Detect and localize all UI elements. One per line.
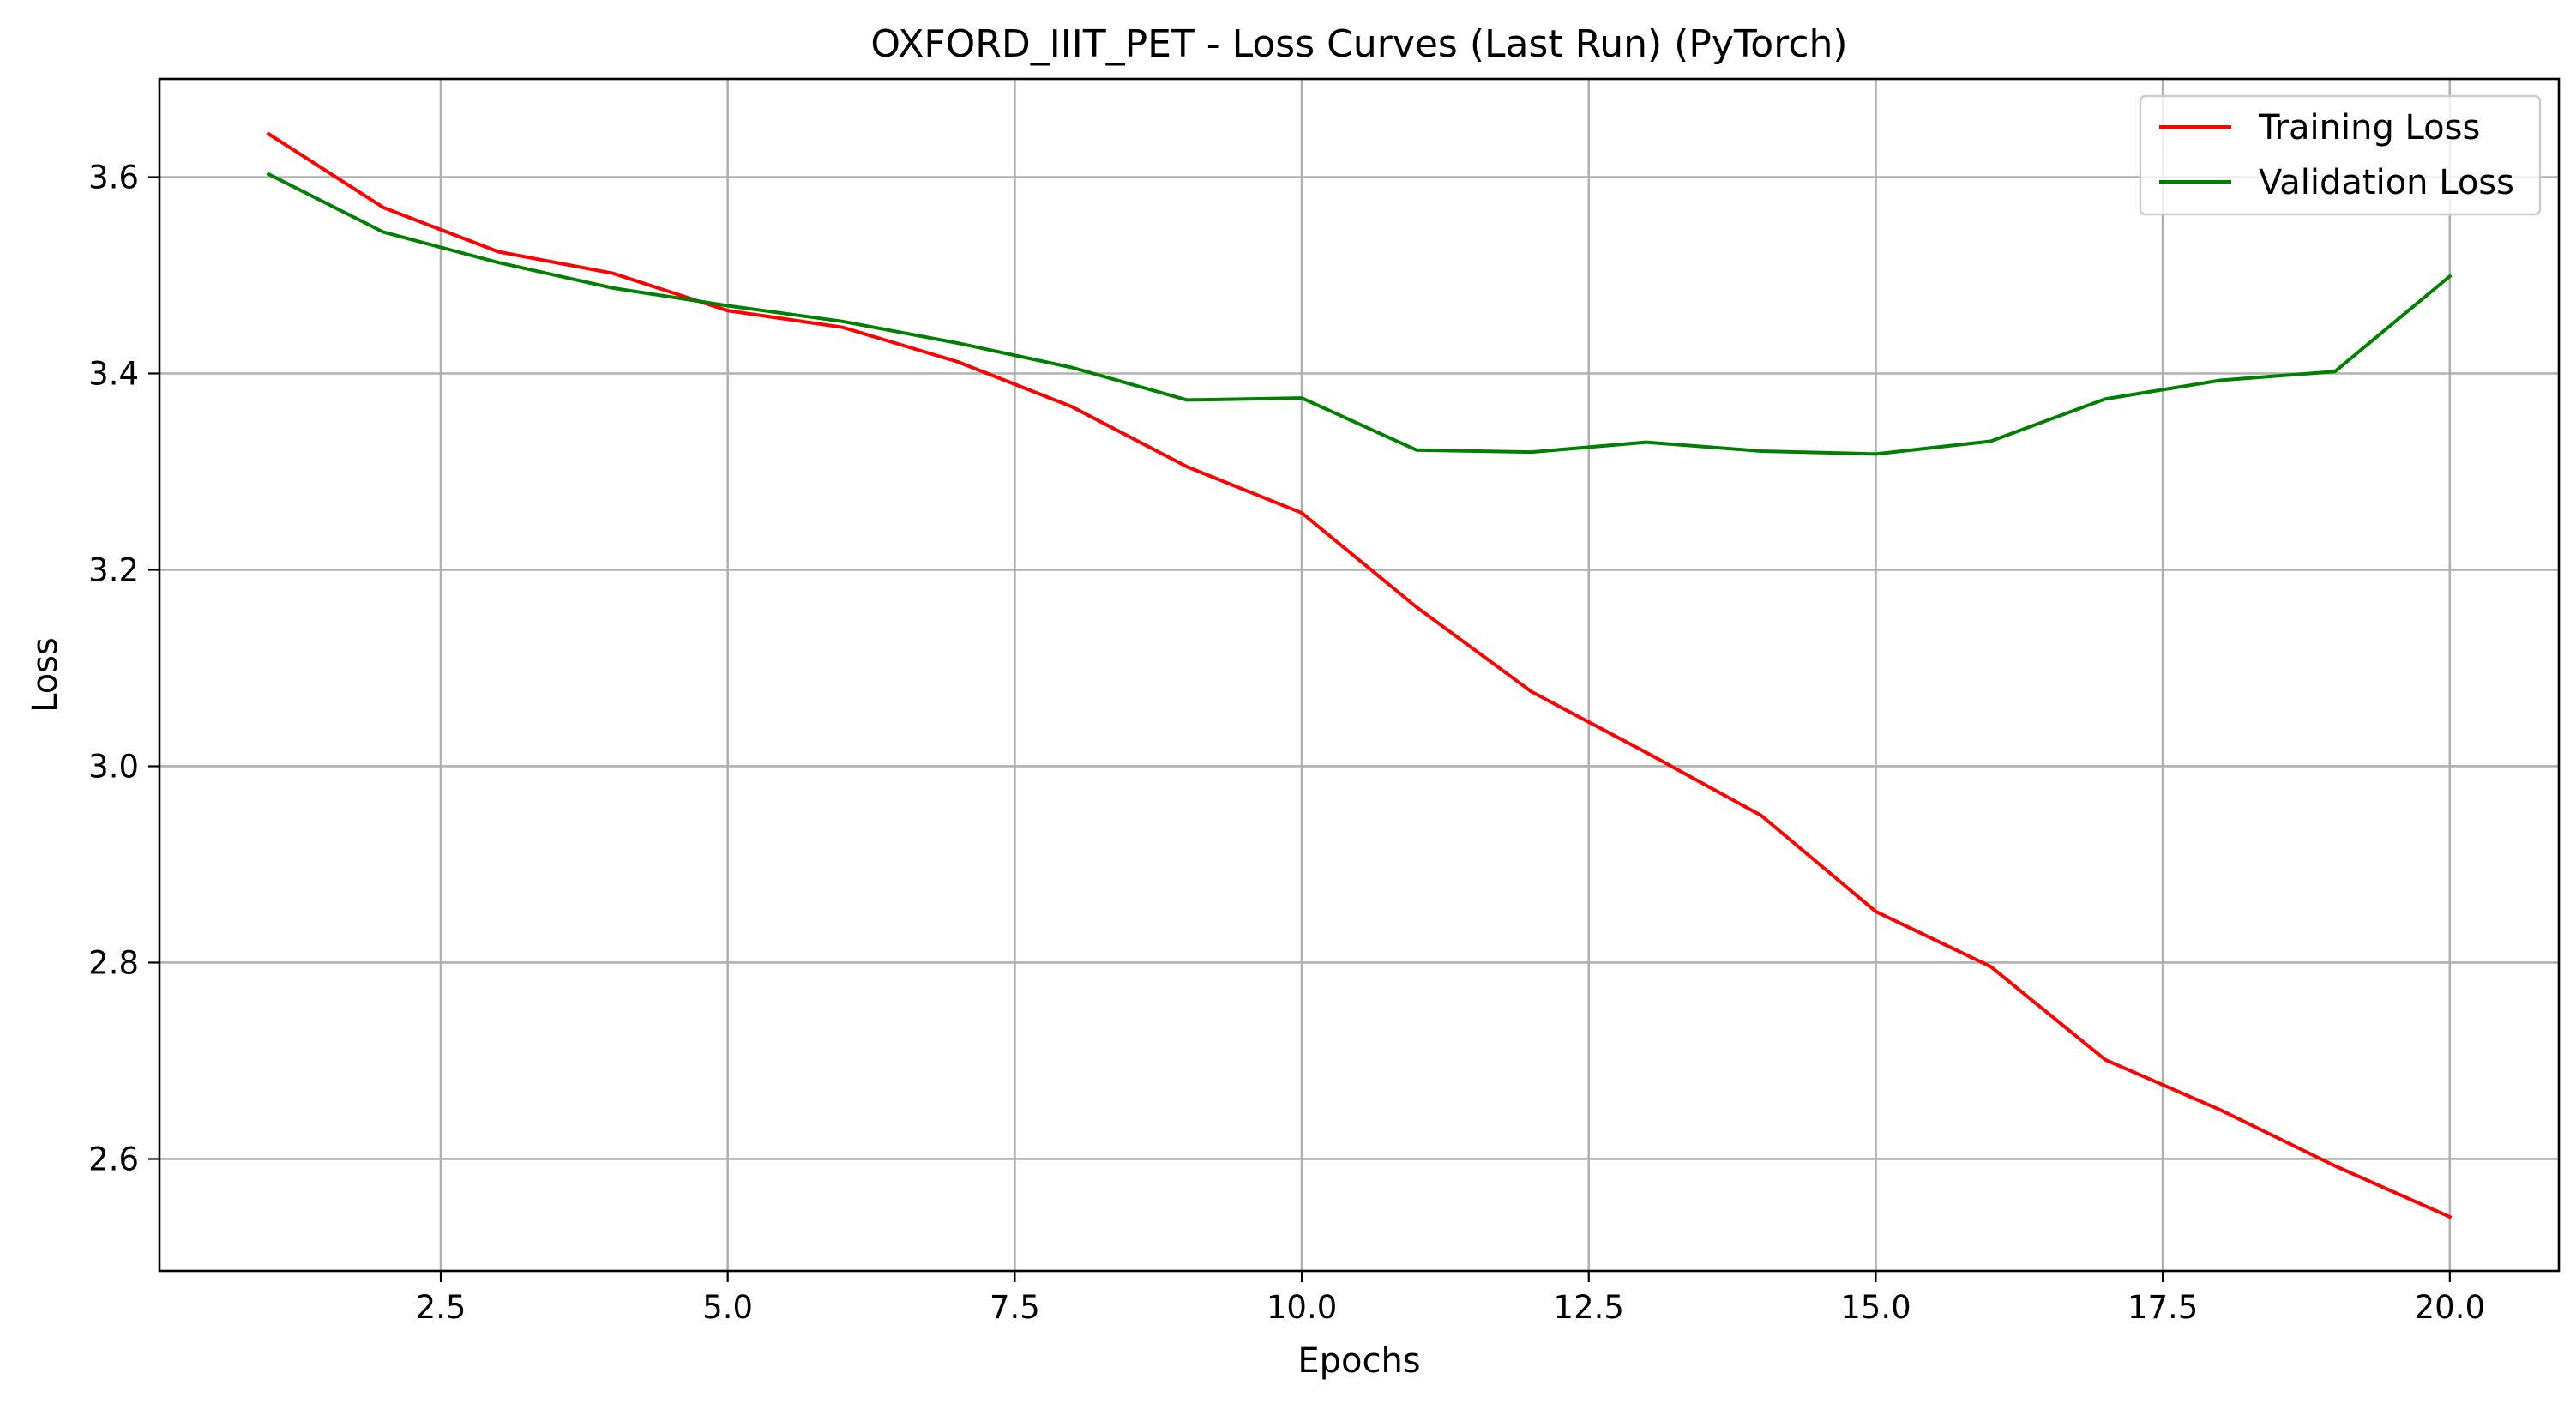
- plot-frame: [158, 77, 2561, 1273]
- legend-box: [2139, 94, 2542, 216]
- chart-title: OXFORD_IIIT_PET - Loss Curves (Last Run)…: [870, 22, 1847, 66]
- series-line-training-loss: [266, 131, 2453, 1219]
- x-tick-label: 17.5: [2128, 1289, 2198, 1326]
- x-tick-label: 7.5: [990, 1289, 1040, 1326]
- series-lines: [266, 131, 2453, 1219]
- y-tick-label: 2.6: [88, 1141, 139, 1177]
- x-tick-label: 10.0: [1267, 1289, 1337, 1326]
- x-tick-label: 2.5: [416, 1289, 466, 1326]
- y-tick-label: 2.8: [88, 944, 139, 981]
- x-tick-label: 12.5: [1554, 1289, 1624, 1326]
- ticks: 2.5 5.0 7.5 10.0 12.5 15.0 17.5 20.0 2.6 2.8 3.0 3.…: [88, 159, 2485, 1326]
- y-axis-label: Loss: [26, 637, 65, 713]
- legend-label-validation-loss: Validation Loss: [2259, 163, 2514, 202]
- legend: Training Loss Validation Loss: [2139, 94, 2542, 216]
- series-line-validation-loss: [266, 172, 2453, 456]
- y-tick-label: 3.6: [88, 159, 139, 196]
- y-tick-label: 3.0: [88, 748, 139, 785]
- x-tick-label: 15.0: [1840, 1289, 1911, 1326]
- x-axis-label: Epochs: [1297, 1341, 1420, 1381]
- y-tick-label: 3.2: [88, 551, 139, 588]
- y-tick-label: 3.4: [88, 355, 139, 392]
- legend-label-training-loss: Training Loss: [2258, 108, 2480, 148]
- x-tick-label: 20.0: [2415, 1289, 2485, 1326]
- x-tick-label: 5.0: [702, 1289, 753, 1326]
